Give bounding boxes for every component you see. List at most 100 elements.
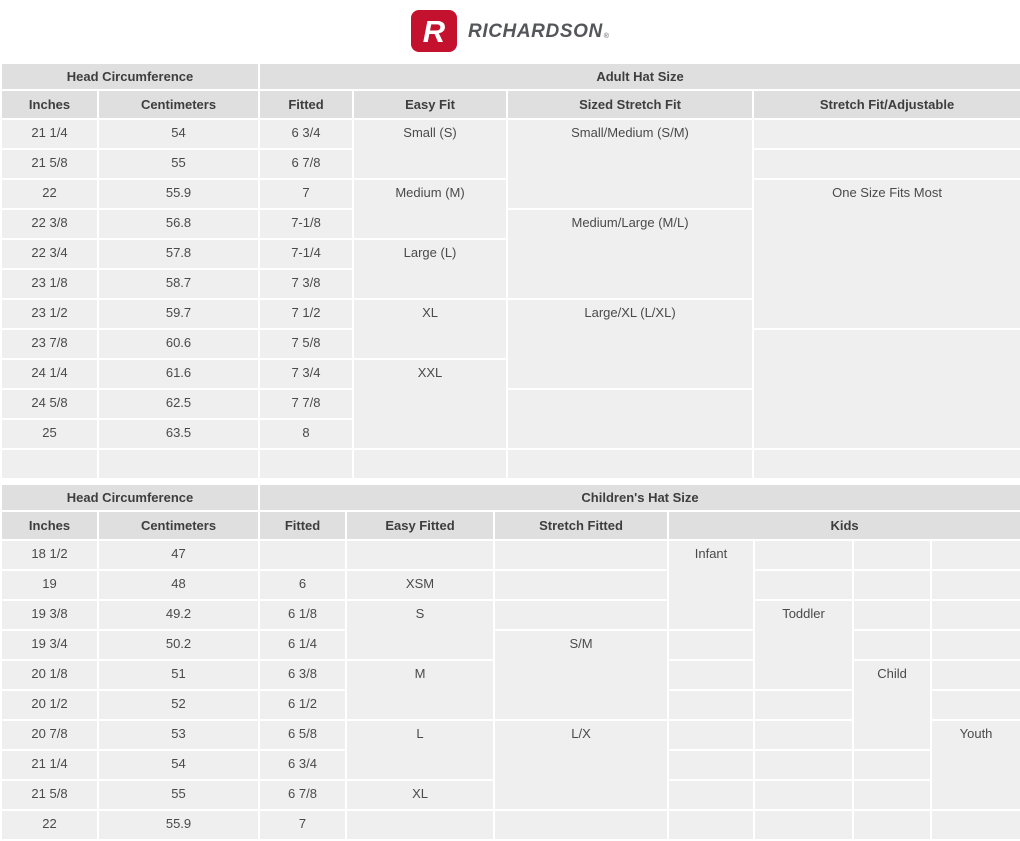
cell-value: 50.2 [165, 636, 192, 651]
table-cell-6-3-4: 6 3/4 [258, 749, 348, 781]
table-row: 23 1/8 58.7 7 3/8 [0, 268, 1020, 300]
table-cell-blank [852, 569, 933, 601]
cell-value: 7 [302, 185, 310, 200]
cell-value: 55.9 [165, 185, 192, 200]
cell-value: 6 7/8 [291, 155, 321, 170]
cell-value: 6 5/8 [288, 726, 317, 741]
table-cell-l: L [345, 719, 496, 781]
cell-value: 60.6 [165, 335, 192, 350]
cell-value: 6 1/2 [288, 696, 317, 711]
table-cell-small-medium-s-m: Small/Medium (S/M) [506, 118, 755, 210]
table-cell-56-8: 56.8 [96, 208, 261, 240]
table-cell-blank [753, 779, 855, 811]
cell-value: 55 [171, 786, 186, 801]
cell-value: 49.2 [165, 606, 192, 621]
cell-value: 21 5/8 [31, 155, 68, 170]
brand-wordmark-wrap: RICHARDSON ® [468, 22, 609, 41]
cell-value: 21 5/8 [31, 786, 68, 801]
column-header-stretch-fitted: Stretch Fitted [493, 510, 670, 541]
table-cell-6-1-4: 6 1/4 [258, 629, 348, 661]
table-cell-21-1-4: 21 1/4 [0, 749, 99, 781]
table-cell-blank [667, 689, 756, 721]
table-cell-blank [506, 448, 755, 480]
table-cell-6-3-4: 6 3/4 [258, 118, 355, 150]
table-cell-m: M [345, 659, 496, 721]
cell-value: 20 1/2 [31, 696, 68, 711]
size-chart-content: Head Circumference Adult Hat Size Inches Ce… [0, 62, 1020, 841]
table-cell-55: 55 [96, 148, 261, 180]
registered-trademark-mark: ® [603, 32, 609, 40]
table-cell-24-1-4: 24 1/4 [0, 358, 99, 390]
table-cell-7: 7 [258, 809, 348, 841]
cell-value: L/X [571, 726, 591, 741]
cell-value: XL [412, 786, 428, 801]
table-cell-blank [852, 749, 933, 781]
table-cell-6-3-8: 6 3/8 [258, 659, 348, 691]
table-cell-7-7-8: 7 7/8 [258, 388, 355, 420]
table-cell-19-3-4: 19 3/4 [0, 629, 99, 661]
table-cell-57-8: 57.8 [96, 238, 261, 270]
table-row: 20 1/8 51 6 3/8 M Child [0, 659, 1020, 751]
table-row: 21 1/4 54 6 3/4 [0, 749, 1020, 781]
group-header-head-circumference: Head Circumference [0, 483, 261, 512]
table-cell-21-5-8: 21 5/8 [0, 148, 99, 180]
table-cell-53: 53 [96, 719, 261, 751]
cell-value: 56.8 [165, 215, 192, 230]
table-cell-blank [930, 659, 1020, 691]
table-cell-medium-m: Medium (M) [352, 178, 509, 240]
cell-value: 54 [171, 125, 186, 140]
cell-value: 6 [298, 576, 307, 591]
table-cell-23-1-8: 23 1/8 [0, 268, 99, 300]
table-cell-48: 48 [96, 569, 261, 601]
cell-value: Toddler [782, 606, 825, 621]
table-cell-7-5-8: 7 5/8 [258, 328, 355, 360]
table-cell-6-1-2: 6 1/2 [258, 689, 348, 721]
cell-value: 18 1/2 [31, 546, 68, 561]
cell-value: Youth [959, 726, 993, 741]
table-cell-blank [506, 388, 755, 450]
table-row: 22 3/8 56.8 7-1/8 Medium/Large (M/L) [0, 208, 1020, 300]
table-cell-blank [258, 539, 348, 571]
table-row: 20 1/2 52 6 1/2 [0, 689, 1020, 721]
table-row: 23 1/2 59.7 7 1/2 XL Large/XL (L/XL) [0, 298, 1020, 390]
table-cell-47: 47 [96, 539, 261, 571]
table-cell-22-3-4: 22 3/4 [0, 238, 99, 270]
cell-value: 25 [42, 425, 57, 440]
column-header-kids: Kids [667, 510, 1020, 541]
cell-value: 19 3/8 [31, 606, 68, 621]
column-header-fitted: Fitted [258, 510, 348, 541]
table-cell-23-7-8: 23 7/8 [0, 328, 99, 360]
table-cell-one-size-fits-most: One Size Fits Most [752, 178, 1020, 330]
table-cell-large-l: Large (L) [352, 238, 509, 300]
cell-value: 6 3/4 [288, 756, 317, 771]
cell-value: L [416, 726, 424, 741]
cell-value: 7-1/4 [291, 245, 321, 260]
table-row: 19 3/8 49.2 6 1/8 S Toddler [0, 599, 1020, 691]
cell-value: 6 3/4 [291, 125, 321, 140]
table-cell-7: 7 [258, 178, 355, 210]
table-cell-55-9: 55.9 [96, 178, 261, 210]
cell-value: Small/Medium (S/M) [571, 125, 689, 140]
table-cell-blank [667, 809, 756, 841]
table-row: 25 63.5 8 [0, 418, 1020, 450]
cell-value: Large (L) [403, 245, 457, 260]
cell-value: 21 1/4 [31, 756, 68, 771]
cell-value: 6 1/8 [288, 606, 317, 621]
column-header-fitted: Fitted [258, 89, 355, 120]
table-cell-blank [852, 539, 933, 571]
table-cell-22: 22 [0, 178, 99, 210]
column-header-stretch-fit-adjustable: Stretch Fit/Adjustable [752, 89, 1020, 120]
table-cell-blank [752, 328, 1020, 450]
cell-value: 6 1/4 [288, 636, 317, 651]
group-header-row: Head Circumference Adult Hat Size [0, 62, 1020, 91]
column-header-easy-fitted: Easy Fitted [345, 510, 496, 541]
logo-letter: R [423, 14, 446, 49]
table-row: 24 1/4 61.6 7 3/4 XXL [0, 358, 1020, 450]
table-cell-23-1-2: 23 1/2 [0, 298, 99, 330]
table-cell-blank [852, 779, 933, 811]
cell-value: 7 3/4 [291, 365, 321, 380]
cell-value: XXL [417, 365, 443, 380]
table-row: 21 5/8 55 6 7/8 [0, 148, 1020, 180]
group-header-row: Head Circumference Children's Hat Size [0, 483, 1020, 512]
table-cell-62-5: 62.5 [96, 388, 261, 420]
